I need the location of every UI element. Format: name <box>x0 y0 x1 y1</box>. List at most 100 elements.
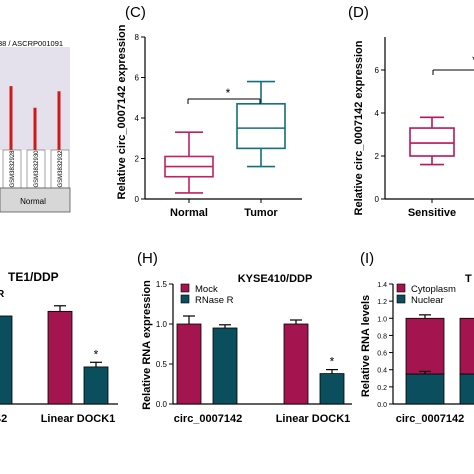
y-tick-label: 0.0 <box>156 400 168 409</box>
y-tick-label: 1.5 <box>156 280 168 289</box>
y-tick-label: 1.0 <box>377 316 387 323</box>
panel-d-boxes <box>409 116 455 166</box>
panel-d-y-ticks: 0 2 4 6 <box>375 66 385 204</box>
panel-i-bars <box>405 314 474 405</box>
sample-bar <box>33 107 37 150</box>
panel-g-title: TE1/DDP <box>8 270 59 284</box>
panel-h-legend-rnase-swatch <box>180 294 190 304</box>
panel-c-significance-bracket: * <box>187 86 261 104</box>
box-iqr <box>409 127 455 157</box>
panel-d-ylabel: Relative circ_0007142 expression <box>353 40 365 215</box>
panel-i: (I) T Relative RNA levels 0.00.20.40.60.… <box>360 250 474 425</box>
panel-g: TE1/DDP R * 42 Linear DOCK1 <box>0 270 118 425</box>
y-tick-label: 6 <box>135 74 140 83</box>
panel-h-ylabel: Relative RNA expression <box>141 280 153 410</box>
panel-d: (D) Relative circ_0007142 expression 0 2 4… <box>348 4 474 219</box>
bar-mock <box>176 323 202 405</box>
panel-a-bars <box>9 86 61 150</box>
panel-d-x-ticks: Sensitive <box>408 199 456 219</box>
y-tick-label: 2 <box>135 155 140 164</box>
panel-c-significance-star: * <box>226 86 231 100</box>
panel-g-xtick-1: 42 <box>0 413 7 425</box>
panel-i-legend-cytoplasm-label: Cytoplasm <box>411 284 456 295</box>
y-tick-label: 1.2 <box>377 299 387 306</box>
panel-h: (H) KYSE410/DDP Relative RNA expression … <box>137 250 352 425</box>
box-iqr <box>236 103 286 150</box>
sample-bar <box>9 86 13 150</box>
bar-rnase-r <box>0 315 13 405</box>
sample-bar <box>57 91 61 150</box>
panel-i-letter: (I) <box>360 250 374 267</box>
bar-rnase-r <box>319 373 345 405</box>
panel-h-y-ticks: 0.0 0.5 1.0 1.5 <box>156 280 173 409</box>
panel-c-x-ticks: Normal Tumor <box>170 199 278 219</box>
sample-label: GSM3832928 <box>10 150 16 188</box>
panel-h-legend-rnase-label: RNase R <box>195 295 234 306</box>
y-tick-label: 0.4 <box>377 368 387 375</box>
panel-d-significance-bracket: * <box>432 53 474 75</box>
panel-c: (C) Relative circ_0007142 expression 0 2 4… <box>116 4 302 219</box>
panel-i-legend-nuclear-label: Nuclear <box>411 295 444 306</box>
y-tick-label: 0 <box>375 195 380 204</box>
panel-a-sample-labels: GSM3832928 GSM3832930 GSM3832932 <box>2 149 70 189</box>
panel-h-legend-mock-label: Mock <box>195 284 218 295</box>
panel-c-y-ticks: 0 2 4 6 8 <box>135 33 145 204</box>
x-tick-label: Normal <box>170 207 208 219</box>
panel-h-legend-mock-swatch <box>180 283 190 293</box>
y-tick-label: 6 <box>375 66 380 75</box>
bar-nuclear <box>459 373 474 405</box>
panel-h-bars: * <box>176 315 345 405</box>
panel-a-group-label: Normal <box>20 197 46 206</box>
panel-h-legend: Mock RNase R <box>180 283 234 306</box>
panel-c-boxes <box>164 80 286 194</box>
y-tick-label: 2 <box>375 152 380 161</box>
panel-i-y-ticks: 0.0 0.2 0.4 0.6 0.8 1.0 1.2 1.4 <box>377 282 393 409</box>
y-tick-label: 0.5 <box>156 360 168 369</box>
panel-i-legend: Cytoplasm Nuclear <box>396 283 456 306</box>
panel-h-x-ticks: circ_0007142 Linear DOCK1 <box>174 413 351 425</box>
panel-i-legend-cytoplasm-swatch <box>396 283 406 293</box>
panel-a: 38 / ASCRP001091 GSM3832928 GSM3832930 GSM… <box>0 39 71 213</box>
panel-c-ylabel: Relative circ_0007142 expression <box>116 24 128 199</box>
bar-cytoplasm <box>459 317 474 375</box>
x-tick-label: Linear DOCK1 <box>276 413 351 425</box>
panel-a-group-bar <box>0 187 71 213</box>
y-tick-label: 4 <box>135 114 140 123</box>
panel-i-xtick-1: circ_0007142 <box>396 413 465 425</box>
y-tick-label: 8 <box>135 33 140 42</box>
bar-cytoplasm <box>405 317 445 375</box>
x-tick-label: circ_0007142 <box>174 413 243 425</box>
y-tick-label: 0.8 <box>377 333 387 340</box>
y-tick-label: 4 <box>375 109 380 118</box>
y-tick-label: 0 <box>135 195 140 204</box>
y-tick-label: 0.2 <box>377 385 387 392</box>
bar-rnase-r <box>212 327 238 405</box>
panel-h-letter: (H) <box>137 250 158 267</box>
bar-nuclear <box>405 373 445 405</box>
significance-star: * <box>330 355 335 369</box>
panel-d-significance-star: * <box>472 53 474 67</box>
x-tick-label: Sensitive <box>408 207 456 219</box>
bar-mock <box>47 310 73 405</box>
panel-g-xtick-2: Linear DOCK1 <box>41 413 116 425</box>
significance-star: * <box>94 347 99 361</box>
panel-g-legend-fragment: R <box>0 289 5 300</box>
y-tick-label: 0.0 <box>377 402 387 409</box>
y-tick-label: 0.6 <box>377 351 387 358</box>
panel-a-header: 38 / ASCRP001091 <box>0 39 63 48</box>
sample-label: GSM3832930 <box>34 150 40 188</box>
panel-g-bars: * <box>0 305 109 405</box>
panel-c-letter: (C) <box>125 4 146 21</box>
panel-d-letter: (D) <box>348 4 369 21</box>
panel-h-title: KYSE410/DDP <box>238 273 313 285</box>
sample-label: GSM3832932 <box>58 150 64 188</box>
panel-i-legend-nuclear-swatch <box>396 294 406 304</box>
bar-mock <box>283 323 309 405</box>
bar-rnase-r <box>83 366 109 405</box>
y-tick-label: 1.4 <box>377 282 387 289</box>
panel-i-ylabel: Relative RNA levels <box>360 295 372 397</box>
y-tick-label: 1.0 <box>156 320 168 329</box>
panel-i-title-fragment: T <box>465 273 472 285</box>
x-tick-label: Tumor <box>244 207 278 219</box>
